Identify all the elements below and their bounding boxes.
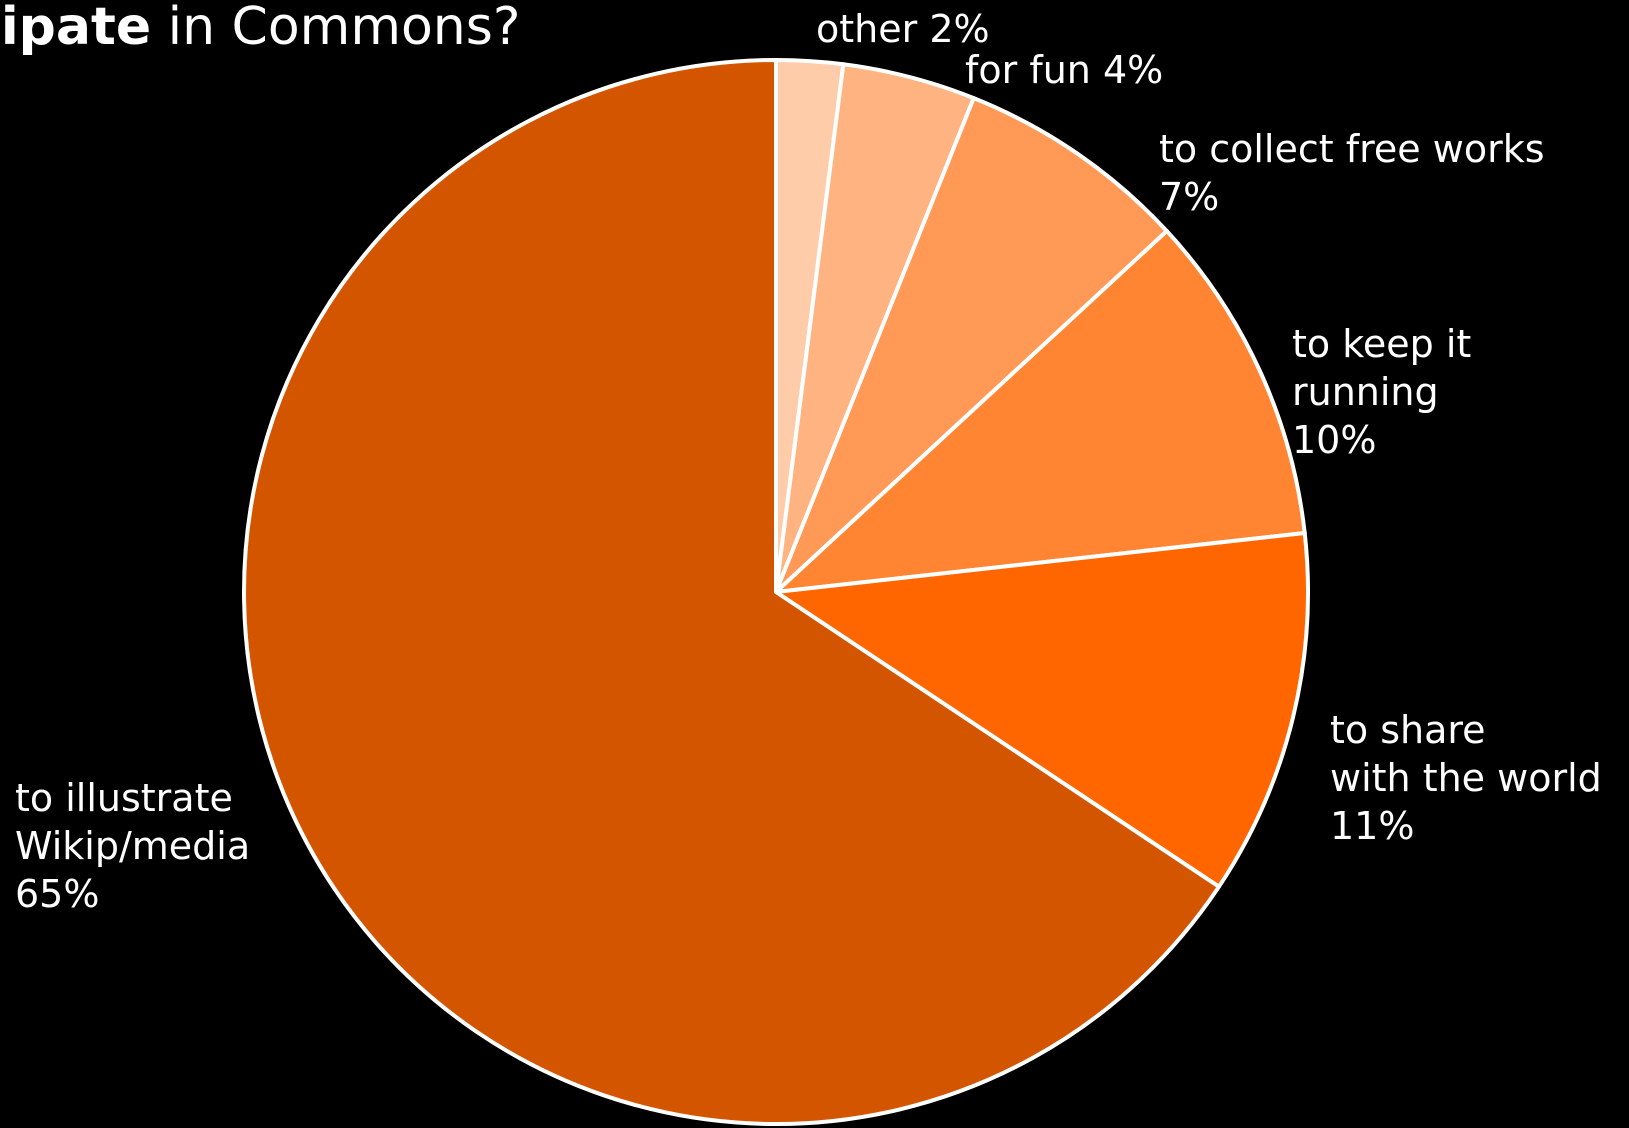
chart-title: cipate in Commons?: [0, 0, 520, 57]
slice-label-line: 7%: [1159, 175, 1219, 219]
slice-label-line: other 2%: [816, 7, 990, 51]
slice-label-line: for fun 4%: [965, 48, 1163, 92]
slice-label-line: 65%: [15, 872, 99, 916]
chart-title-bold: cipate: [0, 0, 151, 57]
slice-label-line: to share: [1330, 708, 1486, 752]
pie-slice-2: [774, 96, 1169, 594]
slice-label-line: running: [1292, 370, 1439, 414]
pie-slice-4: [774, 531, 1310, 889]
slice-label-line: 10%: [1292, 418, 1376, 462]
slice-label-5: to illustrate Wikip/media 65%: [15, 776, 250, 916]
slice-label-line: Wikip/media: [15, 824, 250, 868]
slice-label-line: to keep it: [1292, 322, 1471, 366]
pie-slice-5: [242, 58, 1221, 1126]
slice-label-line: 11%: [1330, 804, 1414, 848]
slice-label-1: for fun 4%: [965, 48, 1163, 92]
pie-slice-3: [774, 229, 1307, 594]
pie-slices: [242, 58, 1310, 1126]
slice-label-2: to collect free works 7%: [1159, 127, 1545, 219]
slice-label-3: to keep it running 10%: [1292, 322, 1471, 462]
slice-label-line: with the world: [1330, 756, 1602, 800]
slice-label-0: other 2%: [816, 7, 990, 51]
slice-label-line: to illustrate: [15, 776, 233, 820]
slice-label-4: to share with the world 11%: [1330, 708, 1602, 848]
pie-labels: other 2%for fun 4% to collect free works 7…: [15, 7, 1602, 916]
chart-title-rest: in Commons?: [151, 0, 520, 57]
slice-label-line: to collect free works: [1159, 127, 1545, 171]
